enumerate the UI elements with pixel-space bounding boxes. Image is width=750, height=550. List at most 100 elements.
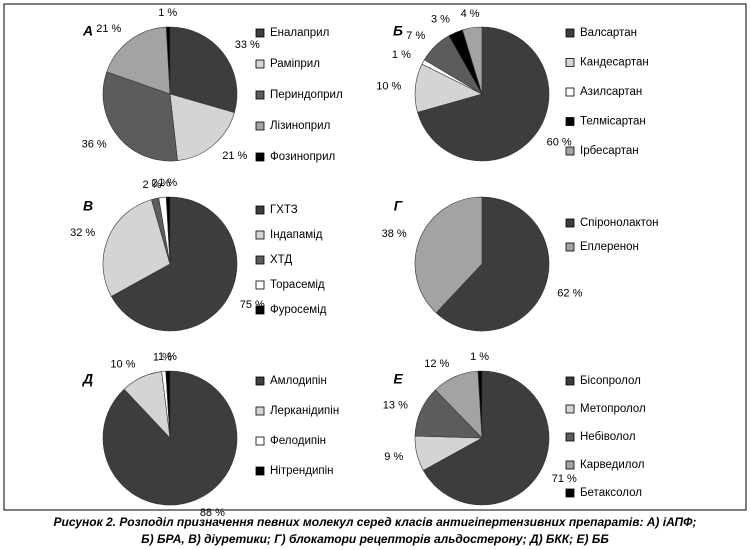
legend-swatch	[255, 121, 265, 131]
slice-label: 10 %	[376, 80, 401, 92]
legend-label: Лізиноприл	[270, 120, 330, 132]
legend-swatch	[255, 90, 265, 100]
slice-label: 1 %	[158, 7, 177, 19]
legend-label: Еналаприл	[270, 27, 329, 39]
legend-swatch	[565, 28, 575, 38]
legend-label: Метопролол	[580, 403, 646, 415]
legend-label: Валсартан	[580, 27, 637, 39]
legend-label: ГХТЗ	[270, 204, 298, 216]
legend-label: Периндоприл	[270, 89, 343, 101]
slice-label: 1 %	[158, 177, 177, 189]
figure-frame	[3, 3, 747, 511]
legend-label: Нітрендипін	[270, 465, 334, 477]
legend-swatch	[565, 376, 575, 386]
pie-slice	[165, 196, 171, 265]
legend-swatch	[565, 404, 575, 414]
legend-swatch	[565, 432, 575, 442]
pie-slice	[102, 199, 171, 297]
legend-label: Небіволол	[580, 431, 636, 443]
legend-swatch	[255, 59, 265, 69]
slice-label: 1 %	[392, 49, 411, 61]
legend-swatch	[565, 146, 575, 156]
slice-label: 12 %	[424, 358, 449, 370]
panel-letter: В	[83, 198, 93, 214]
legend-swatch	[565, 242, 575, 252]
pie-slice	[422, 370, 550, 506]
panel-letter: Г	[394, 198, 404, 214]
legend-label: Фелодипін	[270, 435, 326, 447]
legend-label: Кандесартан	[580, 57, 649, 69]
slice-label: 4 %	[461, 8, 480, 20]
slice-label: 1 %	[158, 351, 177, 363]
legend-swatch	[255, 466, 265, 476]
slice-label: 88 %	[200, 507, 225, 519]
slice-label: 1 %	[153, 351, 172, 363]
slice-label: 10 %	[110, 359, 135, 371]
legend-swatch	[255, 230, 265, 240]
legend-swatch	[255, 280, 265, 290]
pie-slice	[462, 26, 483, 95]
slice-label: 13 %	[383, 399, 408, 411]
slice-label: 38 %	[382, 228, 407, 240]
slice-label: 33 %	[235, 39, 260, 51]
legend-label: Індапамід	[270, 229, 323, 241]
legend-label: Ірбесартан	[580, 145, 639, 157]
legend-label: Амлодипін	[270, 375, 327, 387]
slice-label: 1 %	[470, 351, 489, 363]
pie-slice	[417, 26, 550, 162]
legend-swatch	[565, 58, 575, 67]
legend-swatch	[255, 376, 265, 386]
legend-label: Бетаксолол	[580, 487, 642, 499]
pie-slice	[169, 26, 238, 113]
legend-swatch	[255, 152, 265, 162]
pie-slice	[414, 196, 483, 314]
slice-label: 60 %	[547, 137, 572, 149]
legend-label: ХТД	[270, 254, 292, 266]
caption-line: Б) БРА, В) діуретики; Г) блокатори рецеп…	[141, 532, 609, 546]
legend-label: Бісопролол	[580, 375, 641, 387]
legend-label: Фозиноприл	[270, 151, 335, 163]
slice-label: 2 %	[142, 179, 161, 191]
legend-label: Телмісартан	[580, 116, 646, 128]
legend-label: Торасемід	[270, 279, 325, 291]
legend-label: Азилсартан	[580, 86, 642, 98]
legend-swatch	[565, 117, 575, 126]
legend-swatch	[565, 218, 575, 228]
pie-slice	[435, 196, 550, 332]
panel-letter: Б	[393, 23, 403, 39]
legend-swatch	[255, 436, 265, 446]
caption-line: Рисунок 2. Розподіл призначення певних м…	[54, 515, 697, 529]
slice-label: 71 %	[552, 473, 577, 485]
pie-slice	[110, 196, 238, 332]
pie-slice	[165, 26, 171, 95]
pie-slice	[477, 370, 483, 439]
slice-label: 21 %	[222, 150, 247, 162]
slice-label: 21 %	[96, 23, 121, 35]
pie-slice	[106, 26, 171, 95]
legend-label: Фуросемід	[270, 304, 327, 316]
legend-swatch	[255, 406, 265, 416]
pie-slice	[165, 370, 171, 439]
legend-swatch	[565, 87, 575, 97]
legend-label: Раміприл	[270, 58, 320, 70]
panel-letter: А	[82, 23, 93, 39]
legend-swatch	[255, 205, 265, 215]
panel-letter: Е	[393, 371, 403, 387]
pie-slice	[102, 71, 178, 162]
legend-label: Лерканідипін	[270, 405, 339, 417]
legend-swatch	[255, 28, 265, 38]
slice-label: 62 %	[557, 288, 582, 300]
slice-label: 32 %	[70, 227, 95, 239]
legend-label: Еплеренон	[580, 241, 639, 253]
legend-swatch	[255, 305, 265, 315]
slice-label: 9 %	[384, 451, 403, 463]
panel-letter: Д	[82, 371, 93, 387]
legend-label: Карведилол	[580, 459, 644, 471]
legend-swatch	[255, 255, 265, 265]
slice-label: 36 %	[82, 138, 107, 150]
pie-slice	[169, 93, 235, 161]
legend-label: Спіронолактон	[580, 217, 659, 229]
slice-label: 3 %	[431, 14, 450, 26]
legend-swatch	[565, 488, 575, 498]
